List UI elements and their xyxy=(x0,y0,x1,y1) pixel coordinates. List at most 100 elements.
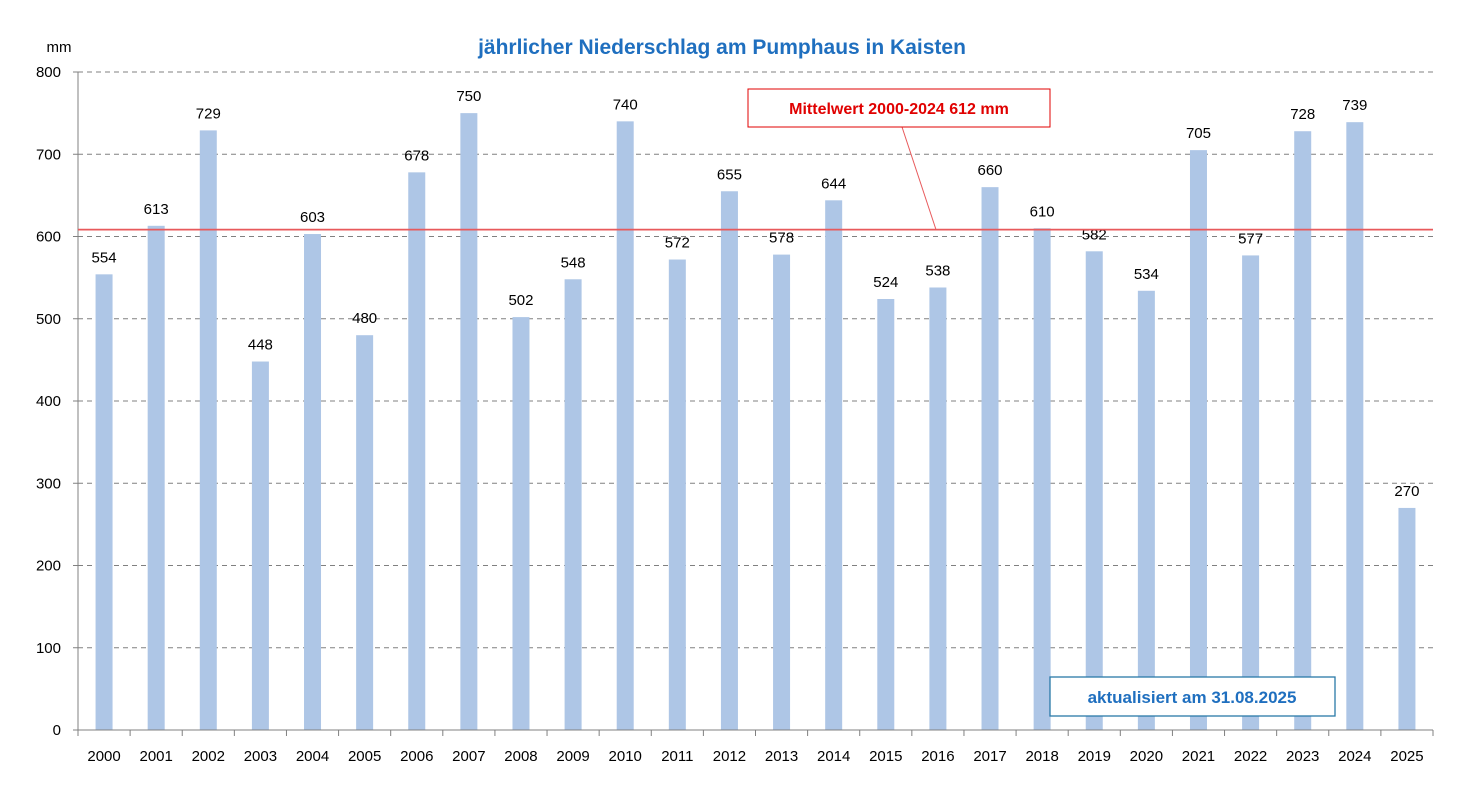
data-label-2010: 740 xyxy=(613,96,638,113)
data-label-2011: 572 xyxy=(665,235,690,252)
x-tick-label-2003: 2003 xyxy=(244,748,277,765)
y-tick-label-300: 300 xyxy=(36,475,61,492)
x-tick-label-2022: 2022 xyxy=(1234,748,1267,765)
data-label-2015: 524 xyxy=(873,274,898,291)
bar-2021 xyxy=(1189,150,1207,730)
bar-2001 xyxy=(147,225,165,730)
y-tick-label-400: 400 xyxy=(36,393,61,410)
x-axis: 2000 2001 2002 2003 2004 2005 2006 2007 2008 2009… xyxy=(77,72,1434,765)
x-tick-label-2024: 2024 xyxy=(1338,748,1371,765)
data-label-2016: 538 xyxy=(925,262,950,279)
data-label-2018: 610 xyxy=(1030,203,1055,220)
data-label-2002: 729 xyxy=(196,105,221,122)
x-tick-label-2017: 2017 xyxy=(973,748,1006,765)
data-label-2001: 613 xyxy=(144,201,169,218)
update-note-text: aktualisiert am 31.08.2025 xyxy=(1088,688,1297,707)
data-label-2020: 534 xyxy=(1134,266,1159,283)
bar-2012 xyxy=(720,191,738,730)
bar-2019 xyxy=(1085,251,1103,730)
x-tick-label-2012: 2012 xyxy=(713,748,746,765)
x-tick-label-2019: 2019 xyxy=(1078,748,1111,765)
bar-2023 xyxy=(1294,131,1312,731)
bar-2009 xyxy=(564,279,582,730)
y-tick-label-700: 700 xyxy=(36,146,61,163)
data-label-2019: 582 xyxy=(1082,226,1107,243)
x-tick-label-2011: 2011 xyxy=(661,748,693,765)
x-tick-label-2015: 2015 xyxy=(869,748,902,765)
bar-2020 xyxy=(1137,290,1155,730)
mean-label-box xyxy=(747,88,1051,128)
x-tick-label-2021: 2021 xyxy=(1182,748,1215,765)
mean-callout-leader xyxy=(901,126,937,230)
x-tick-label-2020: 2020 xyxy=(1130,748,1163,765)
bar-2024 xyxy=(1346,122,1364,731)
y-tick-label-800: 800 xyxy=(36,64,61,81)
gridlines xyxy=(78,71,1433,649)
mean-line-group: Mittelwert 2000-2024 612 mm xyxy=(78,88,1433,231)
x-tick-label-2009: 2009 xyxy=(556,748,589,765)
data-label-2000: 554 xyxy=(92,249,117,266)
data-label-2013: 578 xyxy=(769,230,794,247)
data-label-2017: 660 xyxy=(978,162,1003,179)
x-tick-label-2007: 2007 xyxy=(452,748,485,765)
bar-2025 xyxy=(1398,507,1416,730)
x-tick-label-2001: 2001 xyxy=(139,748,172,765)
bar-2010 xyxy=(616,121,634,731)
bar-2018 xyxy=(1033,228,1051,730)
bar-2016 xyxy=(929,287,947,730)
update-note: aktualisiert am 31.08.2025 xyxy=(1049,676,1336,717)
y-axis-unit: mm xyxy=(47,39,72,56)
data-label-2022: 577 xyxy=(1238,230,1263,247)
bar-2014 xyxy=(825,200,843,730)
x-tick-label-2000: 2000 xyxy=(87,748,120,765)
y-tick-label-500: 500 xyxy=(36,311,61,328)
y-tick-label-100: 100 xyxy=(36,640,61,657)
bar-2005 xyxy=(356,335,374,730)
x-tick-label-2016: 2016 xyxy=(921,748,954,765)
bar-2013 xyxy=(773,254,791,730)
bar-2007 xyxy=(460,113,478,730)
mean-label-text: Mittelwert 2000-2024 612 mm xyxy=(789,101,1009,118)
data-label-2005: 480 xyxy=(352,310,377,327)
x-tick-label-2005: 2005 xyxy=(348,748,381,765)
data-label-2024: 739 xyxy=(1342,97,1367,114)
x-tick-label-2013: 2013 xyxy=(765,748,798,765)
bar-2011 xyxy=(668,259,686,730)
data-label-2025: 270 xyxy=(1394,483,1419,500)
x-tick-label-2006: 2006 xyxy=(400,748,433,765)
bar-2003 xyxy=(251,361,269,730)
bar-2004 xyxy=(304,234,322,730)
x-tick-label-2008: 2008 xyxy=(504,748,537,765)
x-tick-label-2023: 2023 xyxy=(1286,748,1319,765)
data-label-2003: 448 xyxy=(248,337,273,354)
data-label-2009: 548 xyxy=(561,254,586,271)
data-label-2021: 705 xyxy=(1186,125,1211,142)
data-label-2004: 603 xyxy=(300,209,325,226)
x-tick-label-2004: 2004 xyxy=(296,748,329,765)
data-label-2023: 728 xyxy=(1290,106,1315,123)
x-tick-label-2018: 2018 xyxy=(1025,748,1058,765)
x-tick-label-2002: 2002 xyxy=(192,748,225,765)
bar-2008 xyxy=(512,317,530,730)
y-tick-label-0: 0 xyxy=(53,722,61,739)
y-tick-label-600: 600 xyxy=(36,229,61,246)
x-tick-label-2025: 2025 xyxy=(1390,748,1423,765)
x-tick-label-2014: 2014 xyxy=(817,748,850,765)
chart-title: jährlicher Niederschlag am Pumphaus in K… xyxy=(477,36,966,59)
bars xyxy=(95,113,1416,731)
bar-2015 xyxy=(877,299,895,730)
data-label-2012: 655 xyxy=(717,166,742,183)
data-label-2008: 502 xyxy=(508,292,533,309)
data-labels: 554 613 729 448 603 480 678 750 502 548 740 572 655 5… xyxy=(92,88,1420,500)
data-label-2007: 750 xyxy=(456,88,481,105)
bar-2022 xyxy=(1242,255,1260,731)
x-tick-label-2010: 2010 xyxy=(609,748,642,765)
y-tick-label-200: 200 xyxy=(36,558,61,575)
y-axis-ticks: 0 100 200 300 400 500 600 700 800 xyxy=(36,64,78,739)
bar-2006 xyxy=(408,172,426,731)
update-note-box xyxy=(1049,676,1336,717)
data-label-2006: 678 xyxy=(404,147,429,164)
bar-2000 xyxy=(95,274,113,730)
bar-2002 xyxy=(199,130,217,730)
